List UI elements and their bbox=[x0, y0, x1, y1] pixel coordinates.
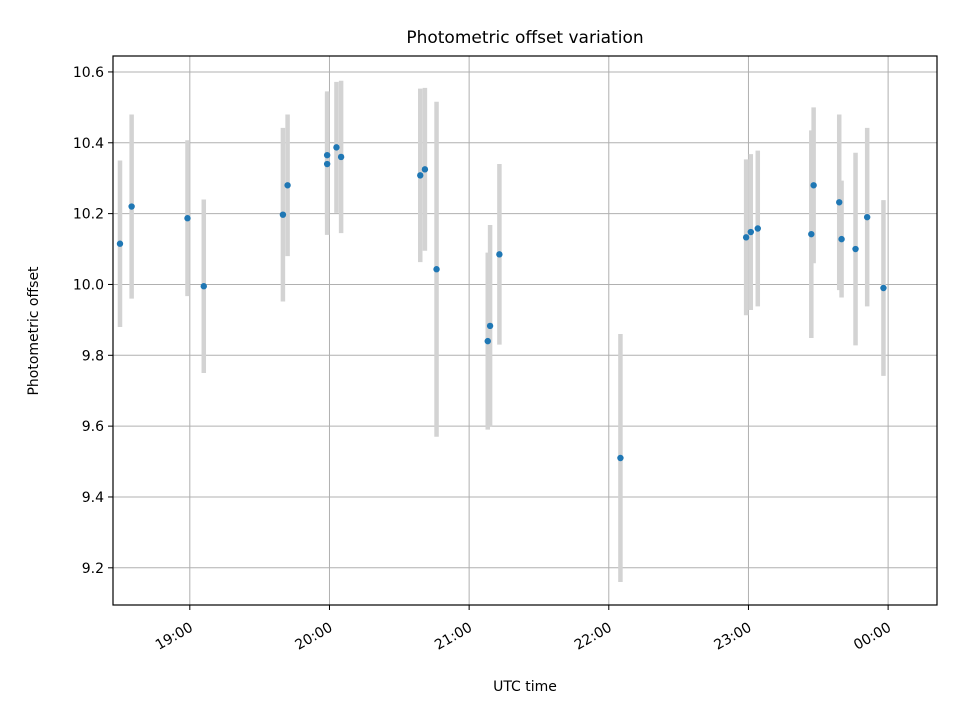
data-point bbox=[808, 230, 815, 238]
data-point bbox=[279, 211, 287, 218]
y-tick-label: 9.2 bbox=[82, 561, 104, 577]
y-tick-label: 9.8 bbox=[82, 348, 104, 364]
data-point bbox=[323, 151, 331, 159]
data-point bbox=[433, 266, 440, 273]
y-tick-label: 9.4 bbox=[82, 490, 104, 506]
data-point bbox=[421, 166, 429, 173]
data-point bbox=[128, 203, 135, 210]
y-tick-label: 10.6 bbox=[73, 65, 104, 81]
data-point bbox=[184, 215, 191, 222]
y-tick-label: 10.4 bbox=[73, 136, 104, 152]
data-point bbox=[417, 172, 424, 179]
data-point bbox=[337, 153, 345, 161]
data-point bbox=[116, 240, 124, 247]
y-tick-label: 9.6 bbox=[82, 419, 104, 435]
y-tick-label: 10.0 bbox=[73, 277, 104, 293]
data-point bbox=[333, 144, 340, 151]
data-point bbox=[810, 182, 817, 189]
chart-title: Photometric offset variation bbox=[406, 28, 643, 48]
data-points bbox=[116, 144, 887, 462]
data-point bbox=[617, 454, 624, 462]
data-point bbox=[838, 235, 845, 243]
data-point bbox=[496, 251, 503, 258]
data-point bbox=[836, 199, 843, 206]
data-point bbox=[200, 283, 207, 290]
data-point bbox=[852, 245, 859, 253]
x-axis-label: UTC time bbox=[493, 679, 557, 695]
data-point bbox=[863, 213, 871, 221]
data-point bbox=[742, 234, 750, 241]
y-axis-ticks: 9.2 9.4 9.6 9.8 10.0 10.2 10.4 10.6 bbox=[73, 65, 113, 577]
grid-lines bbox=[113, 56, 937, 605]
data-point bbox=[484, 337, 491, 345]
plot-frame bbox=[112, 55, 938, 606]
data-point bbox=[747, 228, 754, 236]
data-point bbox=[284, 182, 291, 189]
data-point bbox=[880, 284, 887, 292]
data-point bbox=[754, 225, 761, 232]
data-point bbox=[323, 160, 331, 168]
y-axis-label: Photometric offset bbox=[26, 266, 42, 396]
y-tick-label: 10.2 bbox=[73, 207, 104, 223]
data-point bbox=[486, 322, 494, 330]
